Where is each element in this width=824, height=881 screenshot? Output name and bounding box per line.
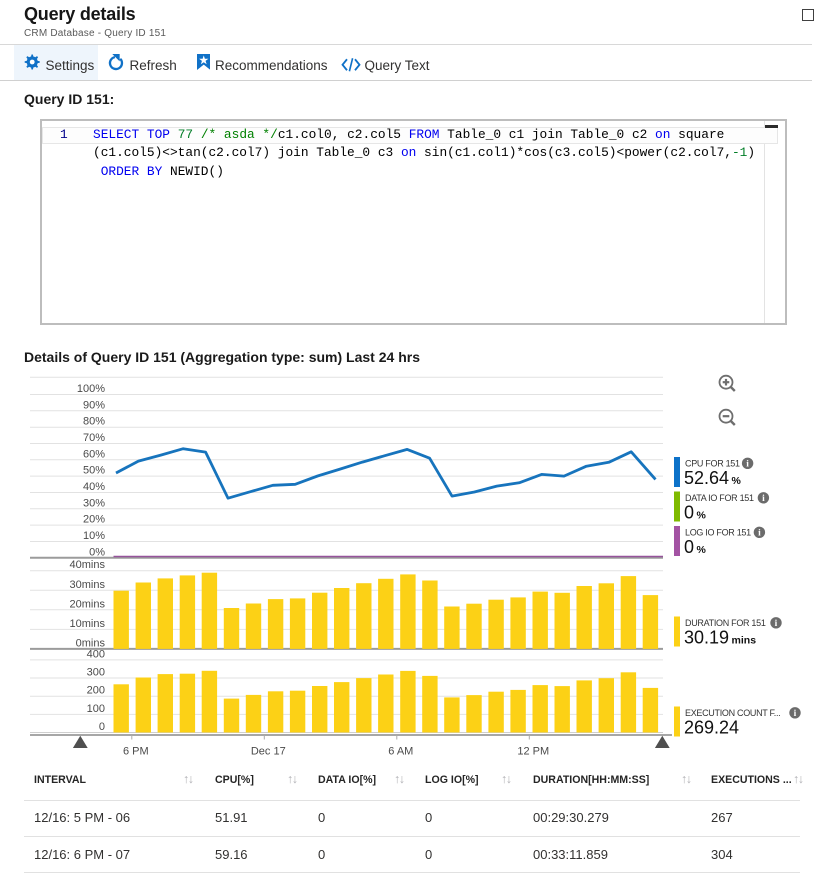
- svg-text:i: i: [758, 529, 761, 539]
- svg-text:100: 100: [87, 703, 105, 715]
- svg-text:LOG IO FOR 151: LOG IO FOR 151: [685, 528, 751, 538]
- svg-text:i: i: [775, 619, 778, 629]
- svg-text:0%: 0%: [684, 503, 707, 523]
- svg-text:i: i: [762, 494, 765, 504]
- svg-text:100%: 100%: [77, 383, 105, 395]
- svg-text:400: 400: [87, 648, 105, 660]
- svg-text:60%: 60%: [83, 448, 105, 460]
- svg-text:10mins: 10mins: [70, 618, 106, 630]
- svg-text:40mins: 40mins: [70, 559, 106, 571]
- svg-text:80%: 80%: [83, 416, 105, 428]
- svg-text:40%: 40%: [83, 481, 105, 493]
- svg-text:i: i: [794, 709, 797, 719]
- svg-text:52.64%: 52.64%: [684, 468, 742, 488]
- svg-text:90%: 90%: [83, 399, 105, 411]
- svg-text:30mins: 30mins: [70, 579, 106, 591]
- svg-text:6 AM: 6 AM: [388, 746, 413, 758]
- svg-text:269.24: 269.24: [684, 718, 739, 738]
- svg-text:EXECUTION COUNT F...: EXECUTION COUNT F...: [685, 708, 780, 718]
- svg-text:0mins: 0mins: [76, 637, 106, 649]
- svg-text:200: 200: [87, 685, 105, 697]
- svg-text:CPU FOR 151: CPU FOR 151: [685, 459, 740, 469]
- svg-text:DURATION FOR 151: DURATION FOR 151: [685, 618, 766, 628]
- svg-text:0%: 0%: [684, 537, 707, 557]
- svg-text:70%: 70%: [83, 432, 105, 444]
- svg-text:6 PM: 6 PM: [123, 746, 149, 758]
- svg-text:10%: 10%: [83, 530, 105, 542]
- svg-text:0%: 0%: [89, 546, 105, 558]
- svg-text:20mins: 20mins: [70, 598, 106, 610]
- svg-text:20%: 20%: [83, 514, 105, 526]
- svg-text:30%: 30%: [83, 497, 105, 509]
- svg-text:i: i: [746, 460, 749, 470]
- svg-text:12 PM: 12 PM: [517, 746, 549, 758]
- svg-text:300: 300: [87, 667, 105, 679]
- svg-text:Dec 17: Dec 17: [251, 746, 286, 758]
- svg-text:50%: 50%: [83, 465, 105, 477]
- svg-text:0: 0: [99, 721, 105, 733]
- svg-text:DATA IO FOR 151: DATA IO FOR 151: [685, 493, 754, 503]
